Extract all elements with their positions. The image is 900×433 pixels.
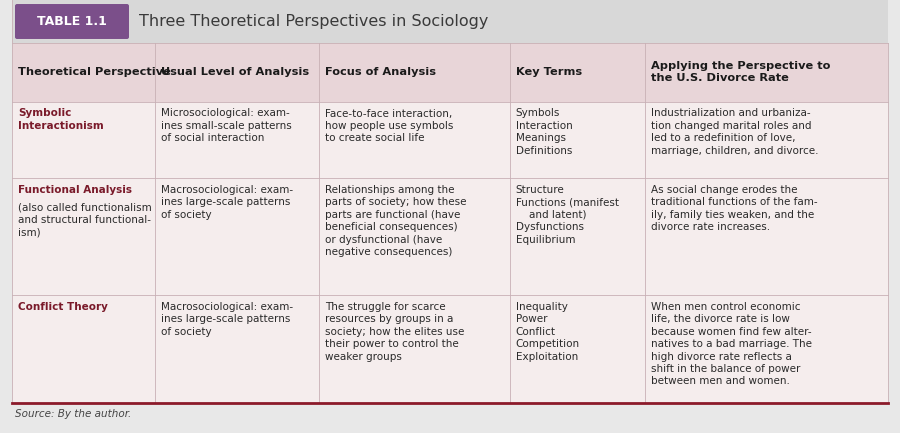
- Text: Relationships among the
parts of society; how these
parts are functional (have
b: Relationships among the parts of society…: [325, 185, 466, 257]
- Bar: [12, 295, 155, 403]
- Bar: [12, 43, 888, 403]
- Text: Inequality
Power
Conflict
Competition
Exploitation: Inequality Power Conflict Competition Ex…: [516, 302, 580, 362]
- Text: Macrosociological: exam-
ines large-scale patterns
of society: Macrosociological: exam- ines large-scal…: [161, 302, 292, 337]
- Text: Theoretical Perspective: Theoretical Perspective: [18, 67, 171, 77]
- Text: Functional Analysis: Functional Analysis: [18, 185, 132, 195]
- Bar: [319, 178, 509, 295]
- Text: Symbolic
Interactionism: Symbolic Interactionism: [18, 109, 104, 131]
- Text: As social change erodes the
traditional functions of the fam-
ily, family ties w: As social change erodes the traditional …: [652, 185, 818, 232]
- Bar: [155, 43, 319, 101]
- FancyBboxPatch shape: [15, 4, 129, 39]
- Bar: [12, 101, 155, 178]
- Bar: [645, 178, 888, 295]
- Text: TABLE 1.1: TABLE 1.1: [37, 15, 107, 28]
- Bar: [645, 43, 888, 101]
- Text: Key Terms: Key Terms: [516, 67, 581, 77]
- Bar: [155, 101, 319, 178]
- Text: The struggle for scarce
resources by groups in a
society; how the elites use
the: The struggle for scarce resources by gro…: [325, 302, 464, 362]
- Text: Structure
Functions (manifest
    and latent)
Dysfunctions
Equilibrium: Structure Functions (manifest and latent…: [516, 185, 618, 245]
- Text: Three Theoretical Perspectives in Sociology: Three Theoretical Perspectives in Sociol…: [139, 14, 489, 29]
- Text: Microsociological: exam-
ines small-scale patterns
of social interaction: Microsociological: exam- ines small-scal…: [161, 109, 292, 143]
- Text: Symbols
Interaction
Meanings
Definitions: Symbols Interaction Meanings Definitions: [516, 109, 572, 156]
- Text: Applying the Perspective to
the U.S. Divorce Rate: Applying the Perspective to the U.S. Div…: [652, 61, 831, 84]
- Text: (also called functionalism
and structural functional-
ism): (also called functionalism and structura…: [18, 202, 152, 237]
- Text: Focus of Analysis: Focus of Analysis: [325, 67, 436, 77]
- Bar: [12, 178, 155, 295]
- Text: Source: By the author.: Source: By the author.: [15, 409, 131, 419]
- Bar: [509, 295, 645, 403]
- Text: Conflict Theory: Conflict Theory: [18, 302, 108, 312]
- Text: Industrialization and urbaniza-
tion changed marital roles and
led to a redefini: Industrialization and urbaniza- tion cha…: [652, 109, 819, 156]
- Bar: [645, 295, 888, 403]
- Bar: [645, 101, 888, 178]
- Bar: [509, 101, 645, 178]
- Bar: [155, 178, 319, 295]
- Text: Usual Level of Analysis: Usual Level of Analysis: [161, 67, 309, 77]
- Bar: [12, 0, 888, 43]
- Text: When men control economic
life, the divorce rate is low
because women find few a: When men control economic life, the divo…: [652, 302, 813, 386]
- Bar: [319, 101, 509, 178]
- Bar: [509, 43, 645, 101]
- Text: Macrosociological: exam-
ines large-scale patterns
of society: Macrosociological: exam- ines large-scal…: [161, 185, 292, 220]
- Bar: [319, 295, 509, 403]
- Bar: [319, 43, 509, 101]
- Bar: [12, 43, 155, 101]
- Text: Face-to-face interaction,
how people use symbols
to create social life: Face-to-face interaction, how people use…: [325, 109, 453, 143]
- Bar: [155, 295, 319, 403]
- Bar: [509, 178, 645, 295]
